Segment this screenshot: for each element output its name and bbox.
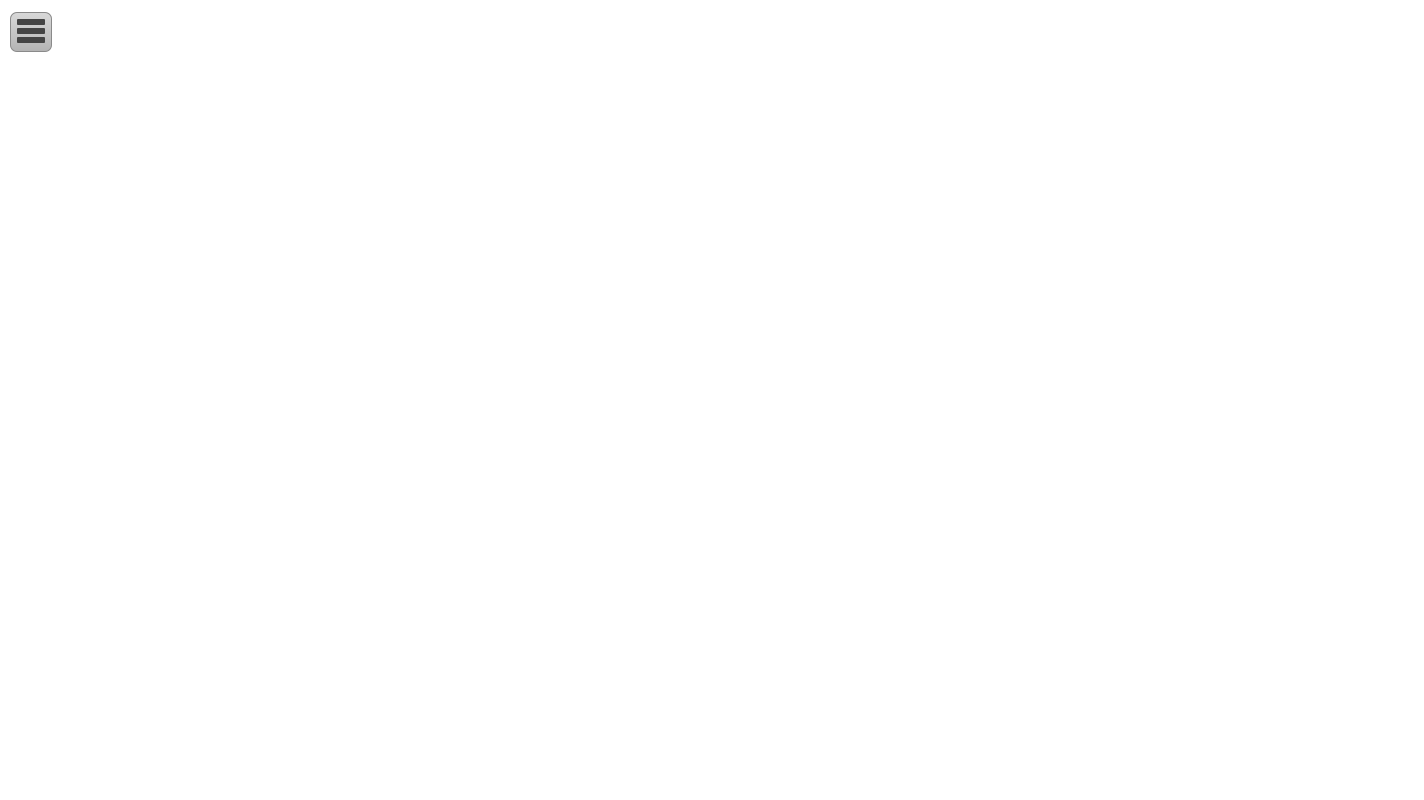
peak xyxy=(1349,659,1361,691)
x-axis-title: Energy (keV) xyxy=(690,774,807,796)
x-tick-label: 500 xyxy=(711,755,738,772)
x-tick-label: 650 xyxy=(921,755,948,772)
peak xyxy=(166,204,178,285)
annotation: Real Time 598.2 s xyxy=(1202,41,1331,58)
peak xyxy=(1194,496,1206,636)
peak xyxy=(816,477,828,495)
peak xyxy=(1358,649,1370,691)
x-tick-label: 900 xyxy=(1271,755,1298,772)
x-tick-label: 350 xyxy=(501,755,528,772)
peak xyxy=(120,202,132,298)
peak xyxy=(652,449,664,467)
peak xyxy=(150,171,162,288)
peak xyxy=(1338,664,1350,691)
peak xyxy=(406,339,418,377)
x-tick-label: 100 xyxy=(151,755,178,772)
peak xyxy=(137,204,149,290)
x-tick-label: 200 xyxy=(291,755,318,772)
peak xyxy=(438,345,450,396)
y-tick-label: 1e+04 xyxy=(35,337,80,354)
x-tick-label: 850 xyxy=(1201,755,1228,772)
peak xyxy=(312,267,324,290)
peak xyxy=(1366,309,1378,693)
x-tick-label: 950 xyxy=(1341,755,1368,772)
peak xyxy=(491,244,503,415)
peak xyxy=(1267,576,1279,657)
peak xyxy=(1114,459,1126,584)
peak xyxy=(665,317,677,469)
x-tick-label: 600 xyxy=(851,755,878,772)
peak xyxy=(1282,540,1294,666)
peak xyxy=(1130,327,1142,596)
annotation: Live Time 480.0 s xyxy=(1202,11,1327,28)
peak xyxy=(1373,126,1385,697)
peak xyxy=(397,317,409,370)
spectrum-line xyxy=(96,274,1400,714)
peak xyxy=(1187,439,1199,633)
x-tick-label: 450 xyxy=(641,755,668,772)
peak xyxy=(1222,317,1234,645)
x-tick-label: 700 xyxy=(991,755,1018,772)
peak xyxy=(123,146,135,296)
peak xyxy=(1086,489,1098,563)
x-tick-label: 250 xyxy=(361,755,388,772)
peak xyxy=(733,114,746,481)
x-tick-label: 300 xyxy=(431,755,458,772)
peak xyxy=(834,42,846,501)
y-axis-title: Counts per 9 Channels xyxy=(5,268,27,473)
x-tick-label: 800 xyxy=(1131,755,1158,772)
x-tick-label: 400 xyxy=(571,755,598,772)
peak xyxy=(1293,57,1305,673)
menu-button[interactable] xyxy=(10,12,52,52)
x-tick-label: 550 xyxy=(781,755,808,772)
y-tick-label: 1e+03 xyxy=(35,695,80,712)
peak xyxy=(1075,454,1087,556)
peak xyxy=(477,336,489,410)
peak xyxy=(1097,431,1109,570)
x-tick-label: 750 xyxy=(1061,755,1088,772)
peak xyxy=(1036,244,1048,543)
peak xyxy=(805,432,817,494)
peak xyxy=(591,374,603,451)
x-tick-label: 150 xyxy=(221,755,248,772)
peak xyxy=(1180,497,1192,630)
peak xyxy=(352,104,364,325)
